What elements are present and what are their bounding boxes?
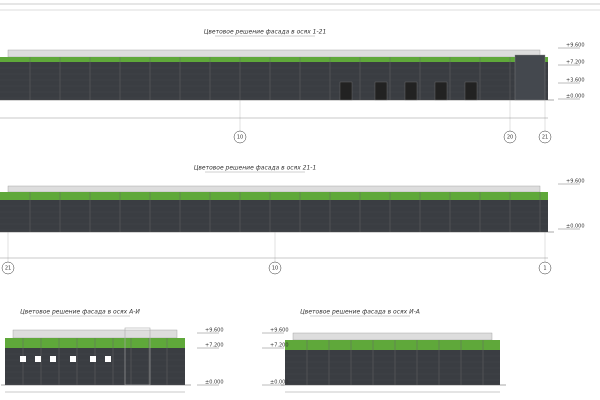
axis-marker bbox=[503, 130, 517, 144]
level-label: +9.600 bbox=[270, 328, 289, 334]
wall bbox=[0, 62, 548, 100]
gate bbox=[464, 81, 478, 101]
axis-marker bbox=[538, 130, 552, 144]
axis-label: 10 bbox=[237, 135, 243, 141]
level-label: +7.200 bbox=[566, 60, 585, 66]
stair-tower bbox=[514, 54, 546, 101]
roof-parapet bbox=[292, 332, 493, 341]
level-label: +7.200 bbox=[270, 343, 289, 349]
window bbox=[105, 356, 111, 362]
window bbox=[50, 356, 56, 362]
level-label: ±0.000 bbox=[566, 224, 585, 230]
axis-label: 21 bbox=[542, 135, 548, 141]
roof-parapet bbox=[7, 185, 541, 193]
level-label: ±0.000 bbox=[270, 380, 289, 386]
axis-label: 21 bbox=[5, 266, 11, 272]
facade-title: Цветовое решение фасада в осях И-А bbox=[300, 309, 420, 316]
axis-marker bbox=[538, 261, 552, 275]
window bbox=[35, 356, 41, 362]
level-label: +7.200 bbox=[205, 343, 224, 349]
green-band bbox=[285, 340, 500, 350]
facade-title: Цветовое решение фасада в осях 1-21 bbox=[204, 29, 327, 36]
gate bbox=[404, 81, 418, 101]
stair bbox=[124, 327, 151, 386]
axis-marker bbox=[268, 261, 282, 275]
gate bbox=[339, 81, 353, 101]
axis-marker bbox=[1, 261, 15, 275]
wall bbox=[0, 200, 548, 232]
level-label: +3.600 bbox=[566, 78, 585, 84]
wall bbox=[285, 350, 500, 385]
axis-label: 20 bbox=[507, 135, 513, 141]
level-label: +9.600 bbox=[205, 328, 224, 334]
roof-parapet bbox=[7, 49, 541, 58]
gate bbox=[434, 81, 448, 101]
green-band bbox=[0, 57, 548, 62]
level-label: ±0.000 bbox=[566, 94, 585, 100]
level-label: +9.600 bbox=[566, 43, 585, 49]
green-band bbox=[0, 192, 548, 200]
axis-label: 10 bbox=[272, 266, 278, 272]
window bbox=[20, 356, 26, 362]
roof-parapet bbox=[12, 329, 178, 339]
level-label: +9.600 bbox=[566, 179, 585, 185]
axis-label: 1 bbox=[543, 266, 546, 272]
facade-title: Цветовое решение фасада в осях 21-1 bbox=[194, 165, 317, 172]
level-label: ±0.000 bbox=[205, 380, 224, 386]
axis-marker bbox=[233, 130, 247, 144]
window bbox=[70, 356, 76, 362]
gate bbox=[374, 81, 388, 101]
facade-title: Цветовое решение фасада в осях А-И bbox=[20, 309, 140, 316]
facades: Цветовое решение фасада в осях 1-21 10 20 2… bbox=[0, 29, 585, 393]
window bbox=[90, 356, 96, 362]
